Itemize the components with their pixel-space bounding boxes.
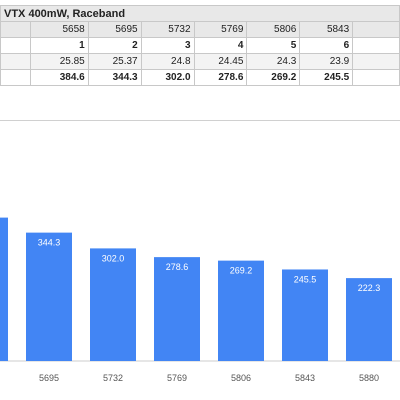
table-title-row: VTX 400mW, Raceband [0, 5, 400, 22]
chart-divider [0, 120, 400, 121]
table-cell[interactable] [352, 37, 400, 54]
table-cell[interactable]: 25.85 [29, 53, 89, 70]
table-cell[interactable]: 245.5 [299, 69, 354, 86]
bar[interactable] [346, 278, 392, 361]
table-cell[interactable]: 269.2 [246, 69, 301, 86]
table-cell[interactable] [352, 21, 400, 38]
table-cell[interactable] [0, 21, 31, 38]
table-cell[interactable]: 5843 [299, 21, 354, 38]
data-table: VTX 400mW, Raceband 5658 5695 5732 5769 … [0, 5, 400, 86]
bar[interactable] [218, 260, 264, 361]
x-tick-label: 5806 [231, 373, 251, 383]
table-cell[interactable]: 6 [299, 37, 354, 54]
spreadsheet-area: VTX 400mW, Raceband 5658 5695 5732 5769 … [0, 0, 400, 117]
table-cell[interactable]: 5695 [87, 21, 142, 38]
x-tick-label: 5769 [167, 373, 187, 383]
bar-value-label: 278.6 [166, 262, 189, 272]
bar[interactable] [154, 257, 200, 361]
bar[interactable] [0, 217, 8, 361]
table-cell[interactable]: 4 [193, 37, 248, 54]
table-cell[interactable]: 1 [29, 37, 89, 54]
table-cell[interactable]: 25.37 [87, 53, 142, 70]
table-cell[interactable]: 302.0 [140, 69, 195, 86]
table-cell[interactable] [0, 37, 31, 54]
table-row: 1 2 3 4 5 6 [0, 37, 400, 54]
bar-value-label: 344.3 [38, 238, 61, 248]
bar-chart[interactable]: 384.65658344.35695302.05732278.65769269.… [0, 121, 400, 400]
bar-chart-svg: 384.65658344.35695302.05732278.65769269.… [0, 217, 400, 383]
table-cell[interactable] [0, 53, 31, 70]
table-cell[interactable]: 5732 [140, 21, 195, 38]
table-cell[interactable]: 278.6 [193, 69, 248, 86]
table-cell[interactable]: 5769 [193, 21, 248, 38]
x-tick-label: 5695 [39, 373, 59, 383]
table-cell[interactable]: 24.8 [140, 53, 195, 70]
bar[interactable] [90, 248, 136, 361]
bar-value-label: 245.5 [294, 274, 317, 284]
table-row: 5658 5695 5732 5769 5806 5843 [0, 21, 400, 38]
table-cell[interactable]: 384.6 [29, 69, 89, 86]
table-cell[interactable] [0, 69, 31, 86]
table-row: 384.6 344.3 302.0 278.6 269.2 245.5 [0, 69, 400, 86]
bar[interactable] [26, 232, 72, 361]
table-cell[interactable]: 2 [87, 37, 142, 54]
table-cell[interactable]: 5658 [29, 21, 89, 38]
table-cell[interactable]: 3 [140, 37, 195, 54]
x-tick-label: 5880 [359, 373, 379, 383]
table-cell[interactable] [352, 53, 400, 70]
table-cell[interactable] [352, 69, 400, 86]
table-cell[interactable]: 23.9 [299, 53, 354, 70]
table-cell[interactable]: 24.45 [193, 53, 248, 70]
x-tick-label: 5843 [295, 373, 315, 383]
table-title[interactable]: VTX 400mW, Raceband [0, 5, 400, 22]
bar[interactable] [282, 269, 328, 361]
bar-value-label: 269.2 [230, 266, 253, 276]
table-cell[interactable]: 24.3 [246, 53, 301, 70]
table-cell[interactable]: 5806 [246, 21, 301, 38]
x-tick-label: 5732 [103, 373, 123, 383]
table-cell[interactable]: 5 [246, 37, 301, 54]
table-row: 25.85 25.37 24.8 24.45 24.3 23.9 [0, 53, 400, 70]
bar-value-label: 302.0 [102, 253, 125, 263]
table-cell[interactable]: 344.3 [87, 69, 142, 86]
bar-value-label: 222.3 [358, 283, 381, 293]
